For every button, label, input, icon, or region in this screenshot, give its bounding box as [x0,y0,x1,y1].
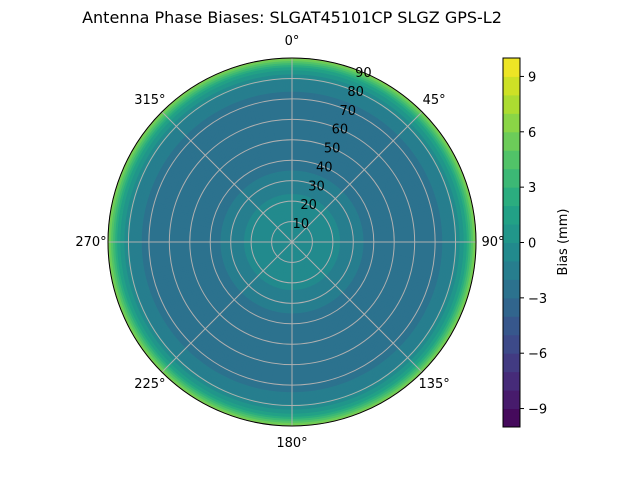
colorbar-band [503,334,520,354]
colorbar-band [503,187,520,207]
theta-tick-label: 45° [423,93,446,108]
r-tick-label: 90 [355,66,372,81]
colorbar: −9 −6 −3 0 3 6 9 [502,57,547,428]
colorbar-band [503,242,520,262]
colorbar-band [503,408,520,428]
colorbar-band [503,316,520,336]
colorbar-tick-label: 3 [528,181,536,196]
r-tick-label: 10 [293,217,310,232]
r-tick-label: 80 [347,85,364,100]
theta-tick-label: 180° [276,436,307,451]
theta-tick-label: 90° [481,235,504,250]
colorbar-tick-label: −3 [528,292,547,307]
colorbar-band [503,353,520,373]
theta-tick-label: 270° [75,235,106,250]
colorbar-band [503,371,520,391]
colorbar-band [503,131,520,151]
theta-gridline [291,111,423,243]
r-tick-label: 50 [324,142,341,157]
theta-gridline [161,241,293,373]
colorbar-tick-label: −9 [528,403,547,418]
colorbar-band [503,297,520,317]
theta-tick-label: 225° [134,377,165,392]
theta-tick-label: 0° [285,34,300,49]
r-tick-label: 30 [308,179,325,194]
chart-title: Antenna Phase Biases: SLGAT45101CP SLGZ … [82,8,502,27]
colorbar-band [503,76,520,96]
polar-grid [107,57,477,427]
theta-gridline [291,241,423,373]
theta-tick-labels: 0° 45° 90° 135° 180° 225° 270° 315° [75,34,504,451]
colorbar-band [503,150,520,170]
r-tick-labels: 10 20 30 40 50 60 70 80 90 [293,66,372,232]
colorbar-tick-label: 9 [528,70,536,85]
colorbar-band [503,113,520,133]
colorbar-band [503,58,520,77]
colorbar-band [503,205,520,225]
colorbar-tick-label: 6 [528,126,536,141]
polar-frame [107,57,477,427]
colorbar-tick-label: −6 [528,347,547,362]
r-tick-label: 60 [332,123,349,138]
colorbar-band [503,224,520,243]
colorbar-label: Bias (mm) [556,209,571,276]
theta-tick-label: 135° [418,377,449,392]
colorbar-tick-label: 0 [528,237,536,252]
theta-tick-label: 315° [134,93,165,108]
theta-gridline [161,111,293,243]
colorbar-band [503,168,520,188]
r-tick-label: 70 [339,104,356,119]
colorbar-band [503,390,520,410]
colorbar-band [503,260,520,280]
r-tick-label: 20 [300,198,317,213]
r-tick-label: 40 [316,160,333,175]
colorbar-band [503,279,520,299]
colorbar-band [503,94,520,114]
